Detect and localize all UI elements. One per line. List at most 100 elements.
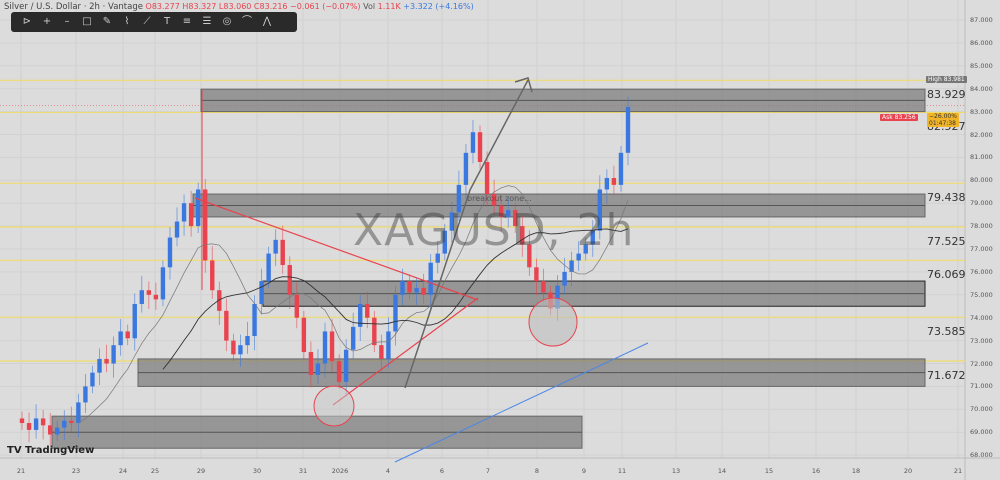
price-axis-label: 84.000 xyxy=(970,84,993,93)
candle-down xyxy=(308,352,314,375)
candle-up xyxy=(618,152,624,185)
candle-up xyxy=(90,372,95,387)
candle-down xyxy=(217,290,222,311)
rectangle-icon[interactable]: □ xyxy=(82,16,92,27)
arc-icon[interactable]: ⌒ xyxy=(242,16,252,27)
candle-up xyxy=(118,331,123,346)
price-axis-label: 70.000 xyxy=(970,405,993,414)
candle-down xyxy=(527,244,532,268)
chart-header: Silver / U.S. Dollar · 2h · Vantage O83.… xyxy=(4,2,474,12)
candle-down xyxy=(210,260,215,291)
candle-up xyxy=(160,267,166,300)
candle-up xyxy=(428,262,433,295)
price-axis-label: 74.000 xyxy=(970,313,993,322)
level-label: 79.438 xyxy=(927,191,966,205)
bar-countdown-tag: −26.00% 01:47:38 xyxy=(927,113,959,127)
trend-line-icon[interactable]: ⟋ xyxy=(143,16,151,27)
drawing-toolbar: ⊳ + – □ ✎ ⌇ ⟋ T ≡ ☰ ◎ ⌒ ⋀ xyxy=(11,12,297,32)
candle-up xyxy=(76,402,81,424)
projection-arrow xyxy=(404,79,529,389)
candle-up xyxy=(583,244,588,254)
price-axis-label: 76.000 xyxy=(970,267,993,276)
candle-down xyxy=(104,358,109,364)
candle-up xyxy=(604,178,610,190)
long-position-icon[interactable]: ☰ xyxy=(202,16,212,27)
candle-up xyxy=(259,281,264,304)
parallel-channel-icon[interactable]: ≡ xyxy=(182,16,192,27)
price-axis-label: 87.000 xyxy=(970,16,993,24)
level-label: 73.585 xyxy=(927,325,966,339)
symbol-title[interactable]: Silver / U.S. Dollar · 2h · Vantage xyxy=(4,2,143,12)
breakout-zone-note[interactable]: breakout zone... xyxy=(467,194,532,203)
price-axis-label: 78.000 xyxy=(970,222,993,231)
time-axis-label: 7 xyxy=(485,467,491,475)
horizontal-line-icon[interactable]: – xyxy=(64,16,70,27)
crosshair-icon[interactable]: + xyxy=(42,16,52,27)
price-axis-label: 73.000 xyxy=(970,336,993,345)
pattern-icon[interactable]: ⋀ xyxy=(262,16,272,27)
candle-up xyxy=(350,326,356,350)
level-label: 77.525 xyxy=(927,234,966,248)
swing-low-circle xyxy=(528,297,578,347)
ohlc-open: O83.277 xyxy=(145,2,180,11)
candle-up xyxy=(83,386,88,403)
candle-up xyxy=(97,358,102,373)
candle-up xyxy=(463,152,469,185)
candle-up xyxy=(139,290,144,304)
candle-down xyxy=(491,194,497,206)
time-axis-label: 4 xyxy=(385,467,391,475)
candle-down xyxy=(541,281,546,293)
candle-up xyxy=(597,189,603,231)
price-axis-label: 71.000 xyxy=(970,382,993,391)
candle-down xyxy=(47,425,53,435)
candle-up xyxy=(252,303,257,337)
price-axis-label: 83.000 xyxy=(970,107,993,116)
price-axis-label: 69.000 xyxy=(970,428,993,437)
candle-up xyxy=(470,132,476,153)
text-icon[interactable]: T xyxy=(163,16,171,27)
time-axis-label: 31 xyxy=(298,467,308,475)
price-axis-label: 85.000 xyxy=(970,61,993,70)
moving-average-slow xyxy=(162,228,629,370)
candle-up xyxy=(238,345,243,355)
candle-up xyxy=(590,230,595,245)
moving-average-fast xyxy=(78,185,629,424)
candle-up xyxy=(456,184,462,213)
brush-icon[interactable]: ✎ xyxy=(102,16,112,27)
candle-up xyxy=(414,287,419,293)
candle-down xyxy=(280,239,285,266)
time-axis-label: 18 xyxy=(851,467,861,475)
time-axis-label: 23 xyxy=(71,467,81,475)
candle-down xyxy=(203,189,208,261)
time-axis-label: 16 xyxy=(811,467,821,475)
candle-up xyxy=(273,239,278,254)
candle-up xyxy=(449,212,455,231)
ascending-trendline xyxy=(332,297,479,406)
candle-down xyxy=(379,345,384,359)
candle-up xyxy=(393,294,398,332)
candle-up xyxy=(625,107,631,153)
time-axis-label: 14 xyxy=(717,467,727,475)
candle-down xyxy=(26,423,32,430)
candle-up xyxy=(386,331,391,359)
ask-price-tag: Ask 83.256 xyxy=(880,114,918,121)
circle-icon[interactable]: ◎ xyxy=(222,16,232,27)
time-axis-label: 30 xyxy=(252,467,262,475)
candle-up xyxy=(400,281,405,295)
candle-down xyxy=(125,331,130,339)
descending-trendline xyxy=(194,197,479,301)
price-axis-label: 68.000 xyxy=(970,451,993,460)
candle-up xyxy=(245,336,250,346)
candle-down xyxy=(513,210,518,227)
play-circle-icon[interactable]: ⊳ xyxy=(22,16,32,27)
candle-down xyxy=(484,161,490,195)
volume-change: +3.322 (+4.16%) xyxy=(403,2,474,11)
price-axis-label: 79.000 xyxy=(970,199,993,208)
time-axis-label: 20 xyxy=(903,467,913,475)
volume-value: 1.11K xyxy=(377,2,401,11)
candle-up xyxy=(181,203,187,222)
time-axis-label: 8 xyxy=(534,467,540,475)
price-axis-label: 77.000 xyxy=(970,245,993,253)
path-icon[interactable]: ⌇ xyxy=(124,16,130,27)
